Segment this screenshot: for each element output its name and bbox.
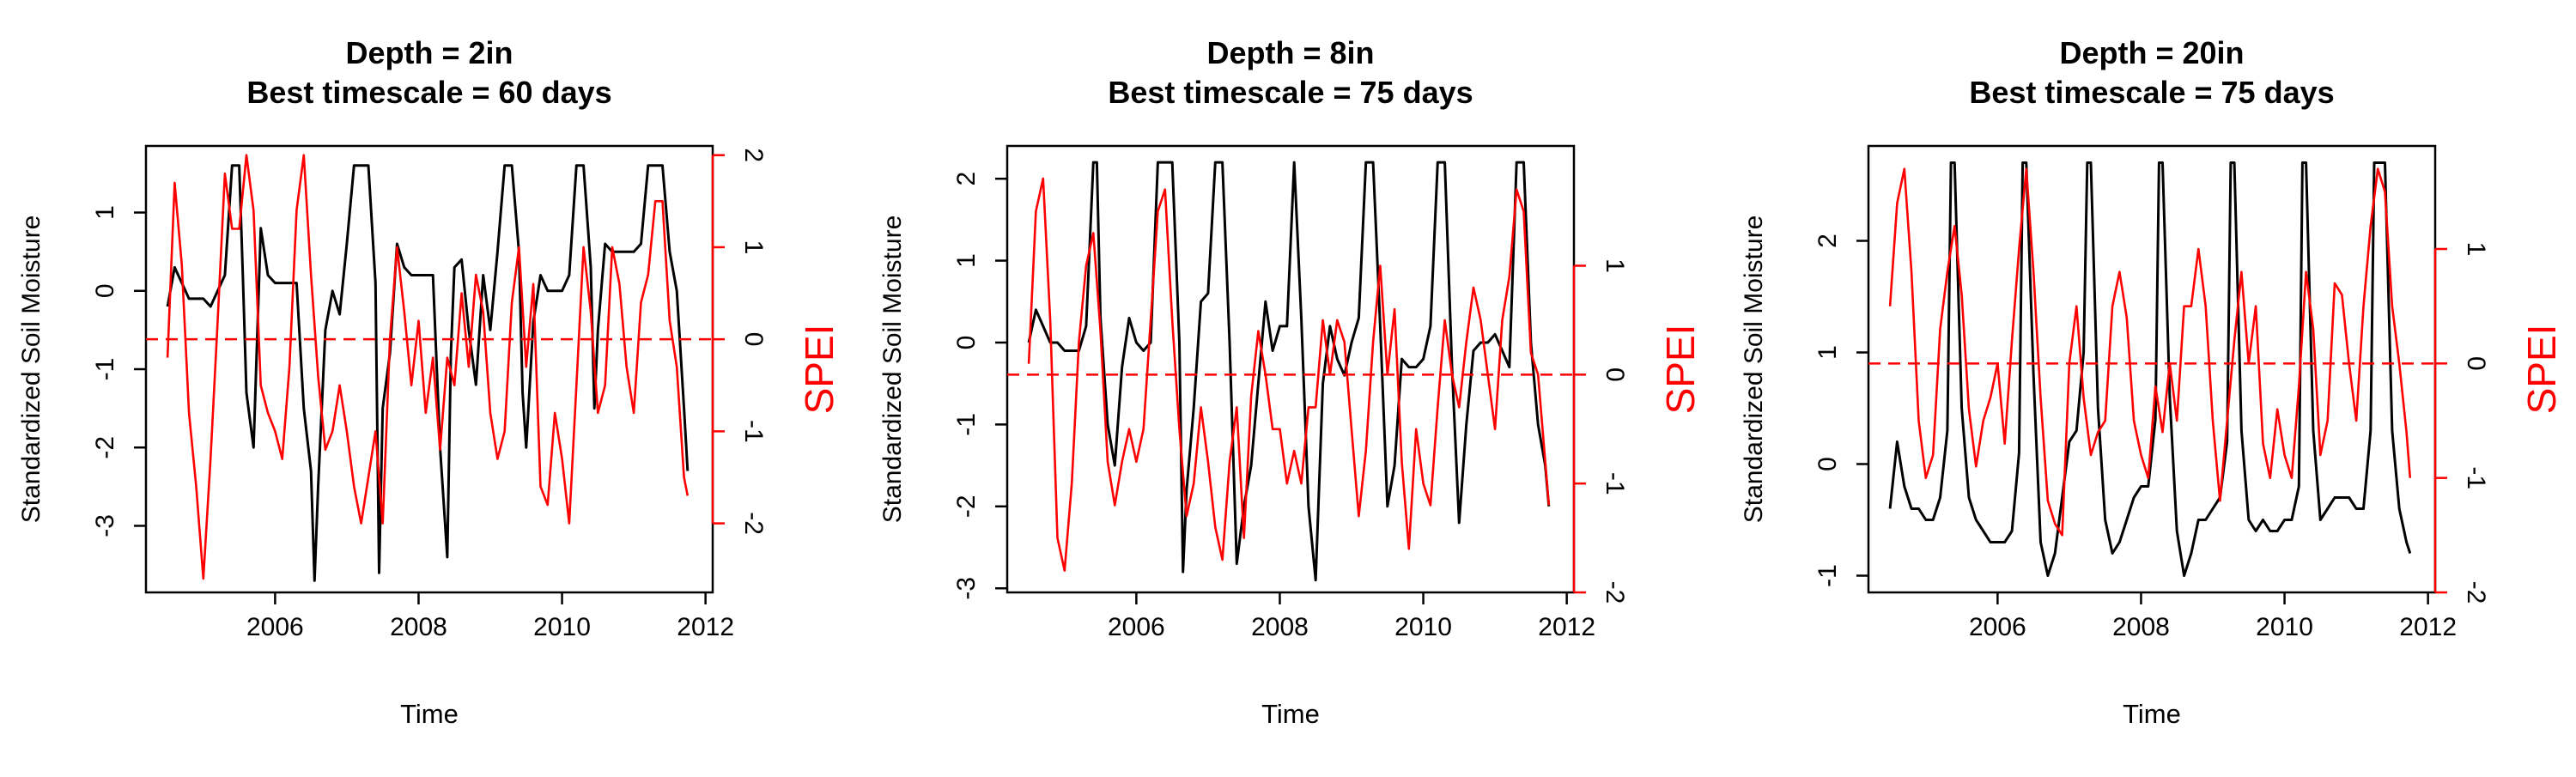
spei-axis-label: SPEI (1658, 325, 1703, 415)
x-tick-label: 2006 (1969, 613, 2026, 641)
y-axis-label: Standardized Soil Moisture (17, 215, 46, 524)
spei-tick-label: 1 (739, 240, 768, 255)
y-tick-label: 0 (952, 336, 981, 350)
y-tick-label: 0 (91, 283, 119, 298)
spei-tick-label: 0 (1601, 367, 1629, 382)
spei-tick-label: -2 (2462, 581, 2490, 604)
spei-tick-label: -1 (739, 420, 768, 443)
x-tick-label: 2010 (533, 613, 591, 641)
chart-panel-2: Depth = 8in Best timescale = 75 days 2006 2… (878, 35, 1703, 729)
y-tick-label: 1 (952, 253, 981, 268)
y-axis-label: Standardized Soil Moisture (1740, 215, 1768, 524)
soil-moisture-series-line (1888, 161, 2412, 577)
y-tick-label: -2 (952, 495, 981, 518)
spei-series-line (1888, 167, 2412, 537)
spei-tick-label: -1 (1601, 472, 1629, 495)
y-tick-label: -1 (1814, 564, 1842, 587)
spei-tick-label: -1 (2462, 466, 2490, 489)
spei-tick-label: 2 (739, 148, 768, 162)
y-tick-label: 2 (1814, 234, 1842, 248)
y-tick-label: -3 (952, 577, 981, 600)
x-tick-label: 2010 (1394, 613, 1452, 641)
x-tick-label: 2006 (1108, 613, 1165, 641)
x-tick-label: 2012 (2399, 613, 2457, 641)
y-tick-label: -3 (91, 514, 119, 537)
y-axis-label: Standardized Soil Moisture (878, 215, 907, 524)
spei-tick-label: 0 (2462, 356, 2490, 371)
y-tick-label: -1 (91, 358, 119, 381)
chart-panel-3: Depth = 20in Best timescale = 75 days 2006… (1740, 35, 2564, 729)
soil-moisture-series-line (166, 164, 690, 582)
y-tick-label: -1 (952, 413, 981, 436)
spei-series-line (1027, 177, 1551, 572)
y-tick-label: -2 (91, 436, 119, 459)
chart-title: Depth = 20in (2059, 35, 2244, 70)
x-tick-label: 2008 (2112, 613, 2170, 641)
y-tick-label: 0 (1814, 457, 1842, 471)
chart-title: Depth = 8in (1206, 35, 1374, 70)
spei-axis-label: SPEI (797, 325, 841, 415)
spei-tick-label: 1 (2462, 242, 2490, 257)
spei-tick-label: 0 (739, 332, 768, 347)
chart-panel-1: Depth = 2in Best timescale = 60 days 2006 2… (17, 35, 841, 729)
chart-title: Best timescale = 60 days (246, 75, 611, 110)
x-axis-label: Time (1261, 699, 1320, 729)
chart-title: Best timescale = 75 days (1108, 75, 1473, 110)
x-tick-label: 2008 (390, 613, 447, 641)
spei-series-line (166, 154, 690, 580)
spei-tick-label: 1 (1601, 258, 1629, 273)
x-axis-label: Time (400, 699, 459, 729)
x-tick-label: 2012 (1538, 613, 1595, 641)
soil-moisture-series-line (1027, 161, 1551, 582)
chart-title: Depth = 2in (345, 35, 513, 70)
x-tick-label: 2006 (246, 613, 304, 641)
x-tick-label: 2008 (1251, 613, 1309, 641)
spei-axis-label: SPEI (2519, 325, 2564, 415)
chart-title: Best timescale = 75 days (1969, 75, 2334, 110)
x-tick-label: 2012 (677, 613, 734, 641)
y-tick-label: 1 (1814, 345, 1842, 360)
spei-tick-label: -2 (739, 512, 768, 535)
x-axis-label: Time (2123, 699, 2181, 729)
y-tick-label: 2 (952, 172, 981, 186)
y-tick-label: 1 (91, 205, 119, 220)
x-tick-label: 2010 (2256, 613, 2313, 641)
spei-tick-label: -2 (1601, 581, 1629, 604)
